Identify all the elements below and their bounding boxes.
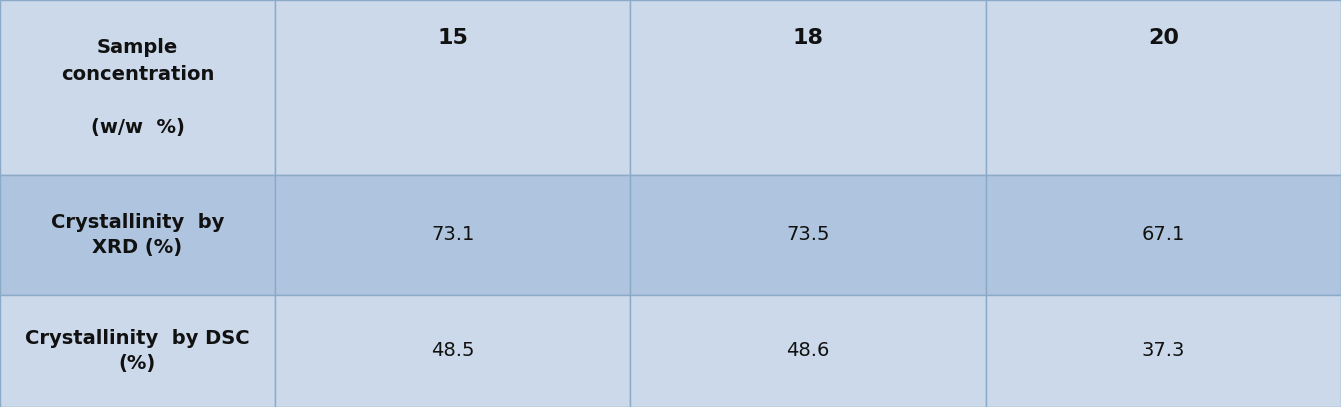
Bar [630, 175, 986, 295]
Bar [0, 175, 275, 295]
Text: 18: 18 [793, 28, 823, 48]
Text: Crystallinity  by DSC
(%): Crystallinity by DSC (%) [25, 329, 249, 373]
Text: 48.6: 48.6 [786, 341, 830, 361]
Text: Crystallinity  by
XRD (%): Crystallinity by XRD (%) [51, 213, 224, 257]
Bar [0, 0, 275, 175]
Bar [275, 295, 630, 407]
Text: 73.1: 73.1 [430, 225, 475, 245]
Bar [986, 295, 1341, 407]
Bar [275, 0, 630, 175]
Bar [986, 175, 1341, 295]
Bar [275, 175, 630, 295]
Text: 73.5: 73.5 [786, 225, 830, 245]
Bar [0, 295, 275, 407]
Bar [630, 295, 986, 407]
Text: 48.5: 48.5 [430, 341, 475, 361]
Text: 37.3: 37.3 [1141, 341, 1185, 361]
Bar [986, 0, 1341, 175]
Text: 67.1: 67.1 [1141, 225, 1185, 245]
Text: 20: 20 [1148, 28, 1179, 48]
Text: 15: 15 [437, 28, 468, 48]
Text: Sample
concentration

(w/w  %): Sample concentration (w/w %) [60, 38, 215, 137]
Bar [630, 0, 986, 175]
